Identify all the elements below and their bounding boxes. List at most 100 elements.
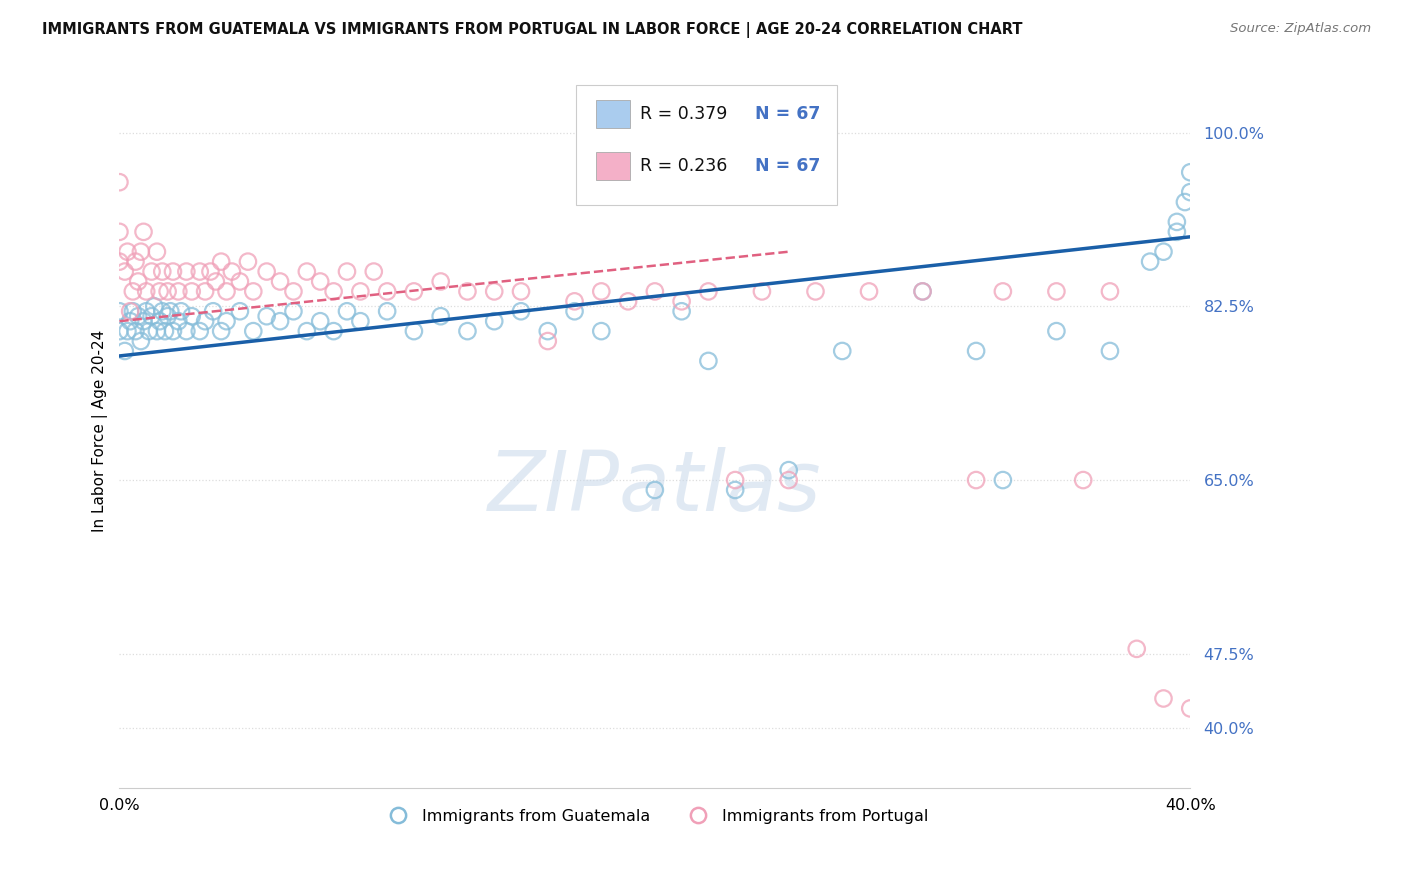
Point — [1166, 215, 1188, 229]
Text: N = 67: N = 67 — [755, 157, 820, 175]
Point — [724, 483, 747, 497]
Point — [108, 254, 131, 268]
Point — [336, 264, 359, 278]
Point — [121, 304, 143, 318]
Point — [215, 285, 238, 299]
Point — [132, 314, 155, 328]
Point — [176, 264, 198, 278]
Point — [108, 225, 131, 239]
Point — [108, 304, 131, 318]
Point — [295, 324, 318, 338]
Point — [831, 343, 853, 358]
Point — [242, 285, 264, 299]
Point — [1174, 195, 1197, 210]
Point — [127, 310, 149, 324]
Point — [402, 285, 425, 299]
Point — [671, 304, 693, 318]
Point — [1180, 185, 1202, 199]
Point — [1153, 244, 1175, 259]
Point — [778, 463, 800, 477]
Point — [778, 473, 800, 487]
Point — [108, 175, 131, 189]
Point — [510, 304, 533, 318]
Point — [141, 264, 163, 278]
Point — [135, 285, 157, 299]
Point — [724, 473, 747, 487]
Point — [132, 225, 155, 239]
Point — [1098, 343, 1121, 358]
Point — [537, 334, 560, 348]
Point — [965, 473, 987, 487]
Point — [229, 275, 252, 289]
Point — [124, 324, 146, 338]
Point — [510, 285, 533, 299]
Point — [697, 285, 720, 299]
Point — [117, 244, 139, 259]
Point — [167, 285, 190, 299]
Point — [564, 304, 586, 318]
Point — [135, 304, 157, 318]
Point — [215, 314, 238, 328]
Point — [149, 314, 172, 328]
Point — [146, 244, 169, 259]
Point — [117, 324, 139, 338]
Point — [209, 254, 232, 268]
Point — [564, 294, 586, 309]
Point — [200, 264, 222, 278]
Point — [965, 343, 987, 358]
Point — [911, 285, 934, 299]
Y-axis label: In Labor Force | Age 20-24: In Labor Force | Age 20-24 — [93, 329, 108, 532]
Point — [858, 285, 880, 299]
Point — [129, 244, 152, 259]
Point — [283, 285, 305, 299]
Point — [167, 314, 190, 328]
Point — [129, 334, 152, 348]
Point — [149, 285, 172, 299]
Point — [363, 264, 385, 278]
Point — [180, 310, 202, 324]
Point — [1071, 473, 1094, 487]
Point — [236, 254, 259, 268]
Point — [120, 314, 142, 328]
Point — [242, 324, 264, 338]
Point — [159, 304, 181, 318]
Point — [150, 264, 173, 278]
Point — [176, 324, 198, 338]
Point — [1139, 254, 1161, 268]
Point — [375, 285, 398, 299]
Point — [162, 264, 184, 278]
Point — [108, 324, 131, 338]
Point — [697, 354, 720, 368]
Point — [141, 310, 163, 324]
Point — [209, 324, 232, 338]
Point — [456, 285, 478, 299]
Point — [120, 304, 142, 318]
Point — [911, 285, 934, 299]
Point — [221, 264, 243, 278]
Point — [188, 324, 211, 338]
Point — [202, 304, 225, 318]
Point — [456, 324, 478, 338]
Point — [429, 275, 451, 289]
Point — [180, 285, 202, 299]
Point — [591, 285, 613, 299]
Point — [1180, 701, 1202, 715]
Point — [1125, 641, 1147, 656]
Point — [644, 483, 666, 497]
Point — [194, 314, 217, 328]
Point — [1045, 285, 1067, 299]
Legend: Immigrants from Guatemala, Immigrants from Portugal: Immigrants from Guatemala, Immigrants fr… — [375, 802, 935, 830]
Point — [150, 304, 173, 318]
Point — [1098, 285, 1121, 299]
Point — [256, 310, 278, 324]
Point — [644, 285, 666, 299]
Point — [269, 275, 291, 289]
Point — [429, 310, 451, 324]
Point — [283, 304, 305, 318]
Point — [591, 324, 613, 338]
Point — [127, 275, 149, 289]
Point — [204, 275, 226, 289]
Point — [671, 294, 693, 309]
Point — [617, 294, 640, 309]
Point — [322, 324, 344, 338]
